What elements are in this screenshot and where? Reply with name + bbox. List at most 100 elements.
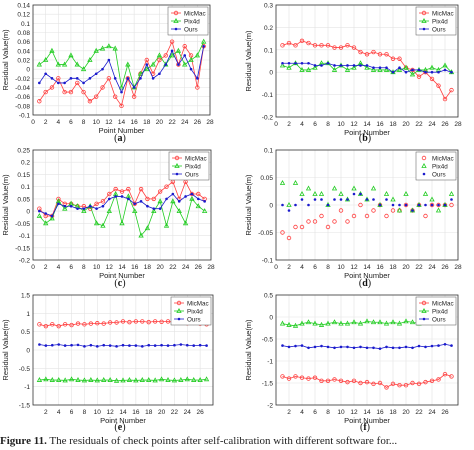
x-tick-label: 26	[195, 264, 203, 271]
y-tick-label: -0.2	[19, 258, 31, 265]
data-point	[371, 381, 376, 387]
series-pix4d	[279, 179, 455, 213]
data-point	[294, 203, 297, 207]
data-point	[450, 198, 453, 201]
data-point	[404, 70, 408, 74]
data-point	[50, 343, 54, 347]
x-tick-label: 8	[83, 409, 87, 416]
data-point	[50, 77, 54, 80]
data-point	[318, 190, 325, 196]
y-tick-label: 1.5	[21, 293, 30, 300]
data-point	[294, 344, 297, 348]
data-point	[280, 374, 285, 379]
data-point	[409, 319, 416, 325]
data-point	[169, 39, 175, 44]
data-point	[300, 344, 304, 347]
y-tick-label: -2	[267, 403, 273, 410]
series-line	[282, 40, 452, 100]
data-point	[120, 195, 124, 198]
x-tick-label: 28	[454, 121, 462, 128]
data-point	[68, 89, 74, 95]
data-point	[372, 198, 375, 201]
data-point	[300, 61, 304, 65]
x-tick-label: 26	[441, 264, 449, 271]
data-point	[163, 222, 170, 228]
x-tick-label: 6	[70, 409, 74, 416]
data-point	[197, 377, 203, 382]
data-point	[169, 52, 175, 58]
data-point	[144, 225, 151, 231]
data-point	[357, 320, 364, 326]
data-point	[190, 192, 194, 196]
x-tick-label: 6	[313, 409, 317, 416]
chart-panel-5: -1.5-1-0.500.511.52 4 6 8 10 12 14 16 18 20 22 24 26…	[1, 293, 214, 433]
data-point	[396, 66, 403, 72]
data-point	[430, 203, 434, 207]
chart-panel-1: -0.1 -0.08 -0.06 -0.04 -0.02 0 0.02 0.04 0.06 0.0…	[1, 3, 214, 145]
data-point	[175, 47, 182, 53]
data-point	[279, 179, 286, 185]
x-tick-label: 24	[428, 409, 436, 416]
data-point	[176, 62, 181, 67]
legend-label: MicMac	[185, 155, 207, 162]
data-point	[69, 322, 74, 328]
data-point	[145, 196, 150, 202]
data-point	[133, 202, 137, 206]
data-point	[370, 185, 377, 191]
data-point	[398, 346, 401, 350]
data-point	[351, 213, 357, 219]
data-point	[293, 43, 298, 48]
y-tick-label: -0.15	[15, 245, 30, 252]
data-point	[131, 94, 137, 99]
legend-marker	[174, 162, 180, 168]
data-point	[125, 76, 131, 81]
y-tick-label: -0.1	[262, 258, 274, 265]
y-tick-label: -1.5	[262, 381, 274, 388]
data-point	[164, 63, 168, 66]
data-point	[101, 204, 105, 208]
data-point	[82, 322, 87, 327]
data-point	[443, 342, 447, 346]
x-tick-label: 26	[194, 119, 202, 126]
data-point	[184, 195, 187, 198]
y-tick-label: 0.1	[21, 184, 30, 191]
x-tick-label: 20	[157, 264, 165, 271]
data-point	[403, 383, 409, 388]
data-point	[75, 77, 79, 80]
data-point	[57, 343, 61, 346]
data-point	[139, 200, 143, 203]
x-tick-label: 10	[337, 409, 345, 416]
x-tick-label: 10	[93, 119, 101, 126]
data-point	[352, 192, 356, 196]
data-point	[279, 62, 286, 68]
data-point	[173, 343, 176, 347]
data-point	[107, 191, 112, 197]
data-point	[69, 204, 73, 208]
data-point	[191, 377, 197, 382]
data-point	[170, 49, 174, 53]
series-pix4d	[36, 190, 208, 238]
data-point	[370, 319, 377, 325]
data-point	[101, 321, 106, 326]
data-point	[332, 377, 337, 382]
data-point	[436, 377, 441, 382]
data-point	[364, 318, 370, 324]
x-tick-label: 10	[93, 264, 101, 271]
y-tick-label: 0.12	[17, 12, 30, 19]
data-point	[371, 208, 376, 213]
data-point	[396, 320, 403, 326]
data-point	[286, 64, 292, 70]
series-ours	[281, 61, 453, 74]
legend-marker	[421, 155, 427, 161]
x-tick-label: 10	[337, 121, 345, 128]
data-point	[82, 81, 85, 85]
x-tick-label: 12	[350, 264, 358, 271]
data-point	[292, 322, 299, 328]
caption-label: Figure 11.	[0, 435, 47, 447]
data-point	[383, 320, 390, 326]
data-point	[151, 208, 157, 214]
data-point	[127, 197, 130, 201]
data-point	[404, 345, 408, 349]
x-tick-label: 4	[300, 121, 304, 128]
